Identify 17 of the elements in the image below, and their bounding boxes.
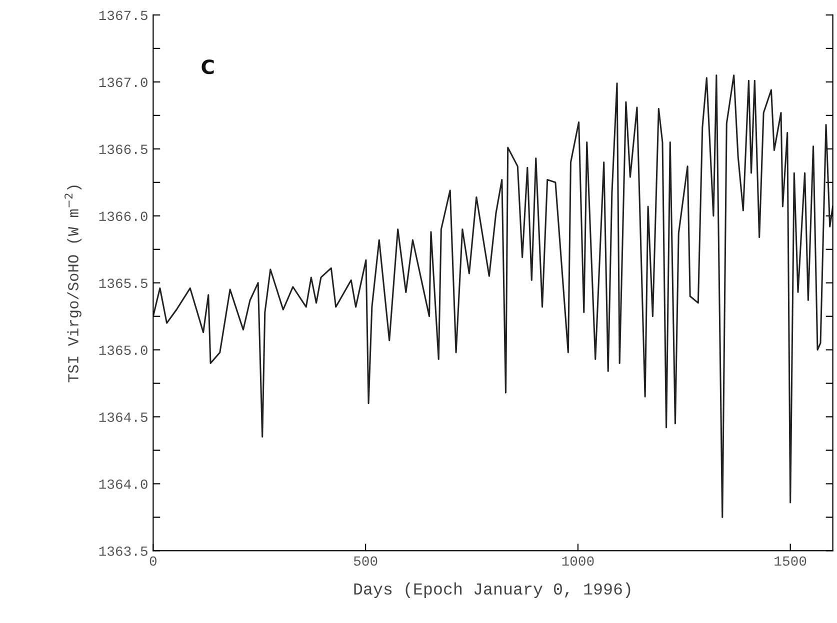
y-tick-label: 1365.5 <box>99 278 148 288</box>
x-tick-label: 0 <box>150 556 156 566</box>
text: 1366.0 <box>99 212 148 222</box>
y-tick-label: 1363.5 <box>99 546 148 556</box>
y-axis-title: TSI Virgo/SoHO (W m$^{−2}$) <box>64 186 82 382</box>
x-axis-title: Days (Epoch January 0, 1996) <box>354 582 630 598</box>
y-tick-label: 1366.5 <box>99 144 148 154</box>
annotation: C <box>202 59 214 74</box>
y-tick-label: 1364.5 <box>99 412 148 422</box>
line-series <box>153 74 833 518</box>
x-tick-label: 1000 <box>562 556 594 566</box>
text: 1365.0 <box>99 346 148 355</box>
text: 1367.0 <box>99 78 148 88</box>
x-tick-label: 1500 <box>774 556 806 566</box>
x-tick-label: 500 <box>354 556 378 566</box>
y-tick-label: 1367.5 <box>99 10 148 20</box>
text: 1364.0 <box>99 480 148 489</box>
